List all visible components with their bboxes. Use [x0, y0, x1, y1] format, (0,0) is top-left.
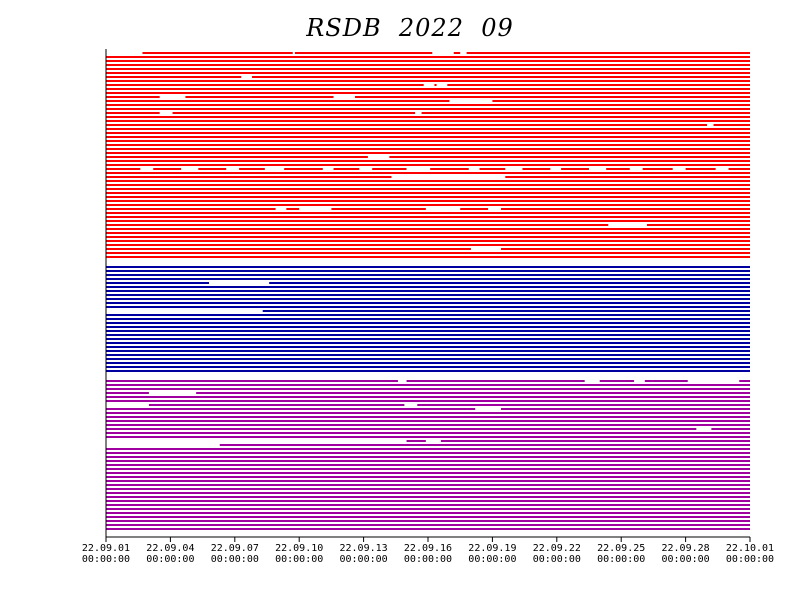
x-tick-label: 22.09.13 00:00:00 — [339, 543, 388, 565]
x-tick-label: 22.09.04 00:00:00 — [146, 543, 195, 565]
x-tick-label: 22.10.01 00:00:00 — [725, 543, 775, 565]
x-tick-label: 22.09.25 00:00:00 — [597, 543, 646, 565]
x-tick-label: 22.09.07 00:00:00 — [210, 543, 259, 565]
x-tick-label: 22.09.22 00:00:00 — [532, 543, 581, 565]
x-tick-label: 22.09.19 00:00:00 — [468, 543, 517, 565]
chart-title: RSDB 2022 09 — [305, 14, 514, 42]
x-tick-label: 22.09.28 00:00:00 — [661, 543, 710, 565]
x-tick-label: 22.09.01 00:00:00 — [81, 543, 131, 565]
x-tick-label: 22.09.10 00:00:00 — [275, 543, 324, 565]
x-tick-label: 22.09.16 00:00:00 — [403, 543, 453, 565]
